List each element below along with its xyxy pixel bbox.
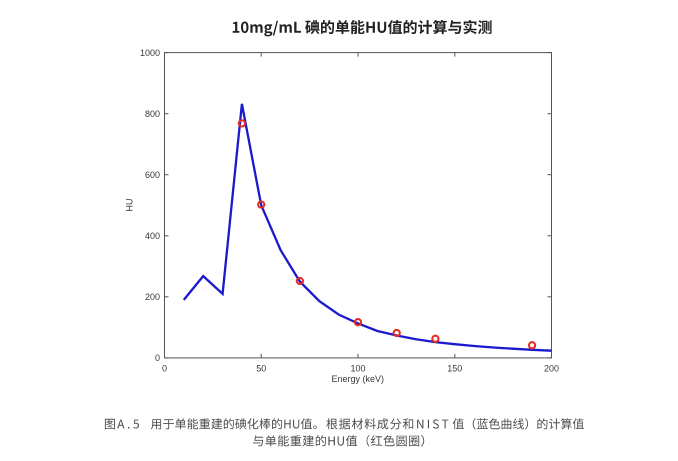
svg-text:Energy (keV): Energy (keV) [332, 374, 385, 384]
svg-text:0: 0 [155, 353, 160, 363]
svg-text:150: 150 [447, 364, 462, 374]
svg-text:800: 800 [145, 109, 160, 119]
svg-text:0: 0 [162, 364, 167, 374]
svg-text:600: 600 [145, 170, 160, 180]
svg-text:50: 50 [256, 364, 266, 374]
svg-text:100: 100 [350, 364, 365, 374]
svg-text:200: 200 [544, 364, 559, 374]
svg-text:200: 200 [145, 292, 160, 302]
svg-text:400: 400 [145, 231, 160, 241]
svg-text:HU: HU [124, 199, 134, 212]
svg-text:1000: 1000 [140, 48, 160, 58]
